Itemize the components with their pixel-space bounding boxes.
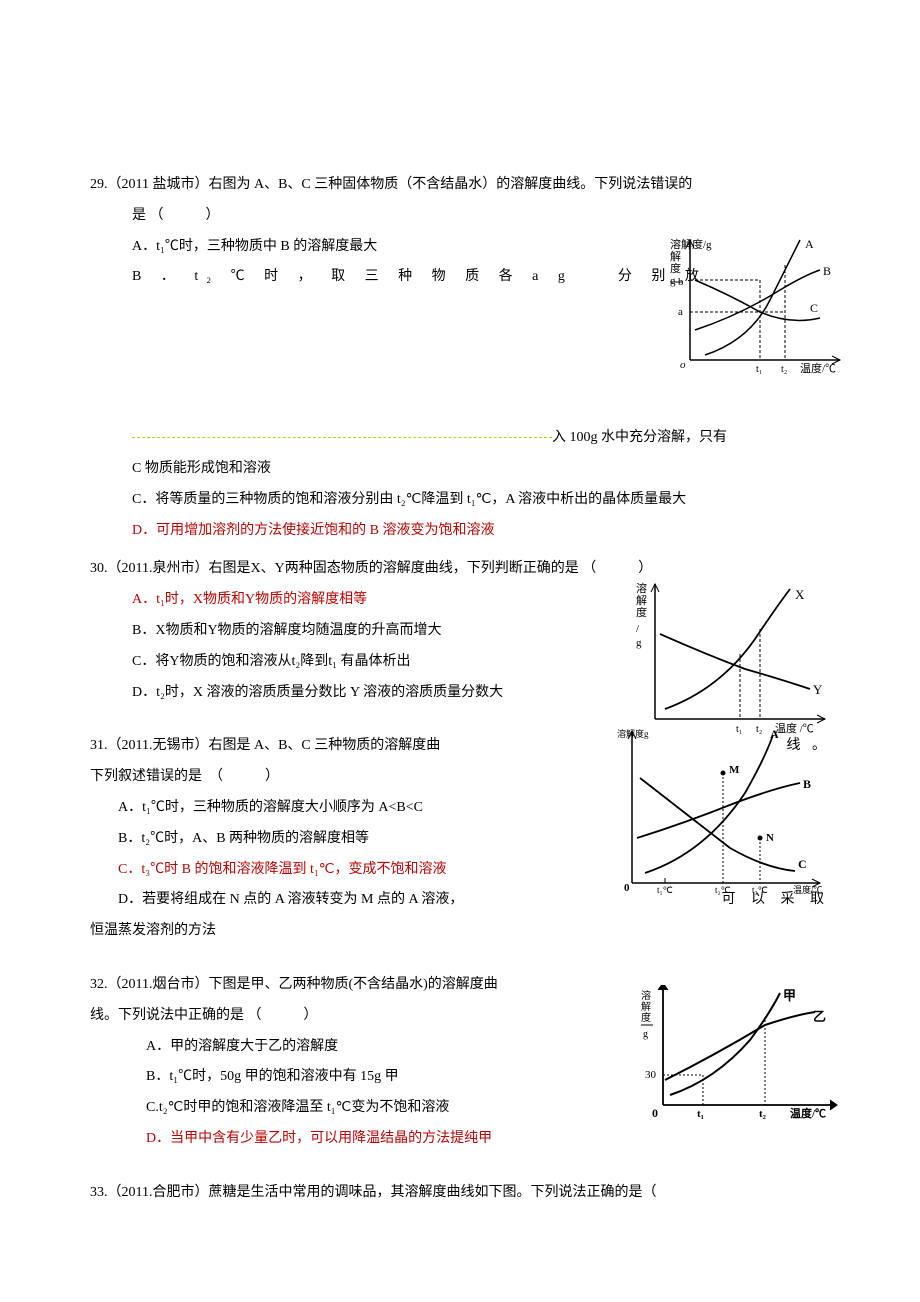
svg-text:Y: Y [813,682,823,697]
q29-chart: 溶解度/g 解 度 g o b a t₁ t₂ 温度/℃ A B C [660,230,860,380]
svg-text:解: 解 [670,249,681,263]
svg-text:X: X [795,587,805,602]
svg-text:A: A [770,727,779,741]
q31-optD2: 恒温蒸发溶剂的方法 [90,916,830,947]
svg-text:t₂: t₂ [781,364,787,375]
question-29: 溶解度/g 解 度 g o b a t₁ t₂ 温度/℃ A B C [90,170,830,546]
svg-text:甲: 甲 [783,988,796,1003]
q32-optD: D．当甲中含有少量乙时，可以用降温结晶的方法提纯甲 [90,1124,830,1155]
svg-text:C: C [810,301,818,315]
svg-text:N: N [766,832,774,844]
svg-text:t₃℃: t₃℃ [752,885,768,895]
svg-text:A: A [805,237,814,251]
svg-text:0: 0 [624,882,630,894]
svg-text:乙: 乙 [813,1009,826,1024]
svg-text:t₂℃: t₂℃ [715,885,731,895]
svg-text:t₂: t₂ [759,1108,767,1120]
svg-text:度: 度 [636,605,647,619]
q32-chart: 溶 解 度 g 0 30 t₁ t₂ 温度/℃ 甲 乙 [635,985,840,1125]
q29-optD: D．可用增加溶剂的方法使接近饱和的 B 溶液变为饱和溶液 [90,516,830,547]
svg-text:M: M [729,764,740,776]
svg-text:0: 0 [652,1106,658,1120]
q29-ylabel: 溶解度/g [670,237,712,251]
q29-header: 29.（2011 盐城市）右图为 A、B、C 三种固体物质（不含结晶水）的溶解度… [90,170,830,201]
svg-text:温度/℃: 温度/℃ [790,1106,826,1120]
q29-optC: C．将等质量的三种物质的饱和溶液分别由 t₂℃降温到 t₁℃，A 溶液中析出的晶… [90,485,830,516]
svg-text:解: 解 [641,1000,651,1013]
svg-text:温度/℃: 温度/℃ [793,884,823,895]
question-30: 溶 解 度 / g X Y t₁ t₂ 温度 /℃ 30.（2011.泉州市）右… [90,554,830,708]
svg-text:溶: 溶 [641,989,651,1002]
svg-text:b: b [678,276,684,288]
q29-gap-line: 入 100g 水中充分溶解，只有 [90,423,830,454]
svg-text:30: 30 [645,1069,657,1081]
q31-chart: 溶解度g 0 A B C M N t₁℃ t₂℃ t₃℃ 温度/℃ [615,723,840,898]
question-32: 溶 解 度 g 0 30 t₁ t₂ 温度/℃ 甲 乙 32.（2011.烟台市… [90,970,830,1155]
q29-header2: 是 （ ） [90,201,830,232]
svg-text:g: g [643,1029,648,1040]
svg-text:t₁: t₁ [756,364,762,375]
q30-chart: 溶 解 度 / g X Y t₁ t₂ 温度 /℃ [630,574,840,744]
svg-text:温度/℃: 温度/℃ [800,361,836,375]
question-31: 溶解度g 0 A B C M N t₁℃ t₂℃ t₃℃ 温度/℃ 31.（20… [90,731,830,947]
svg-text:度: 度 [641,1011,651,1024]
q33-header: 33.（2011.合肥市）蔗糖是生活中常用的调味品，其溶解度曲线如下图。下列说法… [90,1178,830,1209]
q29-optB-cont: C 物质能形成饱和溶液 [90,454,830,485]
svg-text:g: g [670,275,676,287]
question-33: 33.（2011.合肥市）蔗糖是生活中常用的调味品，其溶解度曲线如下图。下列说法… [90,1178,830,1209]
svg-text:度: 度 [670,261,681,275]
svg-text:o: o [680,359,686,371]
svg-text:g: g [636,637,642,649]
svg-text:B: B [803,777,811,791]
svg-text:解: 解 [636,593,647,607]
svg-text:C: C [798,857,807,871]
svg-text:t₁: t₁ [697,1108,704,1120]
svg-text:t₁℃: t₁℃ [657,885,673,895]
svg-text:a: a [678,306,683,318]
svg-text:/: / [636,623,640,635]
svg-text:B: B [823,264,831,278]
svg-text:溶: 溶 [636,581,647,595]
